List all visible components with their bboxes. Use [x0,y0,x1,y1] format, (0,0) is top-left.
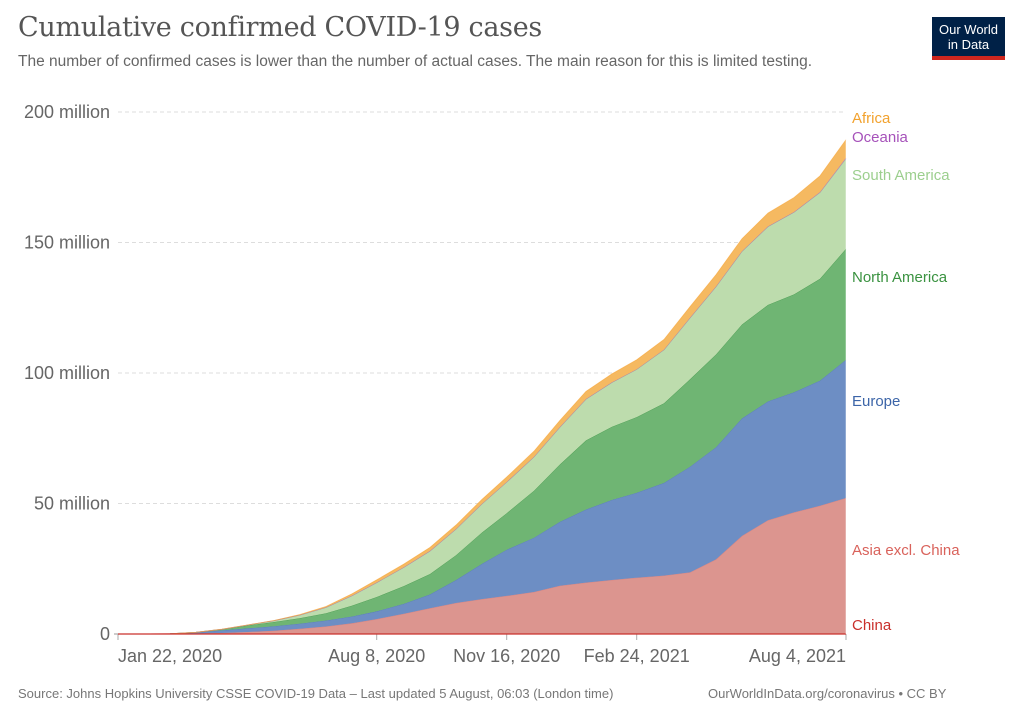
series-label[interactable]: South America [852,167,950,184]
y-tick-label: 150 million [24,233,110,253]
x-tick-label: Nov 16, 2020 [453,646,560,666]
series-label[interactable]: China [852,617,892,634]
x-tick-label: Jan 22, 2020 [118,646,222,666]
chart-subtitle: The number of confirmed cases is lower t… [18,53,813,70]
stacked-area-chart: 0 50 million 100 million 150 million 200 mil… [24,102,960,666]
y-tick-label: 100 million [24,363,110,383]
series-label[interactable]: Africa [852,110,891,127]
area-north-america[interactable] [118,248,846,635]
series-labels: China Asia excl. China Europe North America… [852,110,960,634]
series-label[interactable]: Oceania [852,129,909,146]
source-note: Source: Johns Hopkins University CSSE CO… [18,686,614,701]
y-tick-label: 50 million [34,494,110,514]
y-tick-label: 200 million [24,102,110,122]
logo-line-2: in Data [947,37,990,52]
series-label[interactable]: Asia excl. China [852,542,960,559]
credit-link[interactable]: OurWorldInData.org/coronavirus • CC BY [708,686,947,701]
x-tick-label: Feb 24, 2021 [584,646,690,666]
x-tick-label: Aug 8, 2020 [328,646,425,666]
chart-title: Cumulative confirmed COVID-19 cases [18,12,542,43]
area-asia-excl-china[interactable] [118,498,846,634]
series-label[interactable]: Europe [852,393,900,410]
area-series [117,139,847,635]
owid-logo[interactable]: Our World in Data [932,17,1005,60]
area-europe[interactable] [118,359,846,634]
x-tick-label: Aug 4, 2021 [749,646,846,666]
logo-red-bar [932,56,1005,60]
logo-line-1: Our World [939,22,998,37]
footer: Source: Johns Hopkins University CSSE CO… [18,686,946,701]
series-label[interactable]: North America [852,269,948,286]
axes: 0 50 million 100 million 150 million 200 mil… [24,102,847,666]
y-tick-label: 0 [100,624,110,644]
area-edge [117,139,847,635]
